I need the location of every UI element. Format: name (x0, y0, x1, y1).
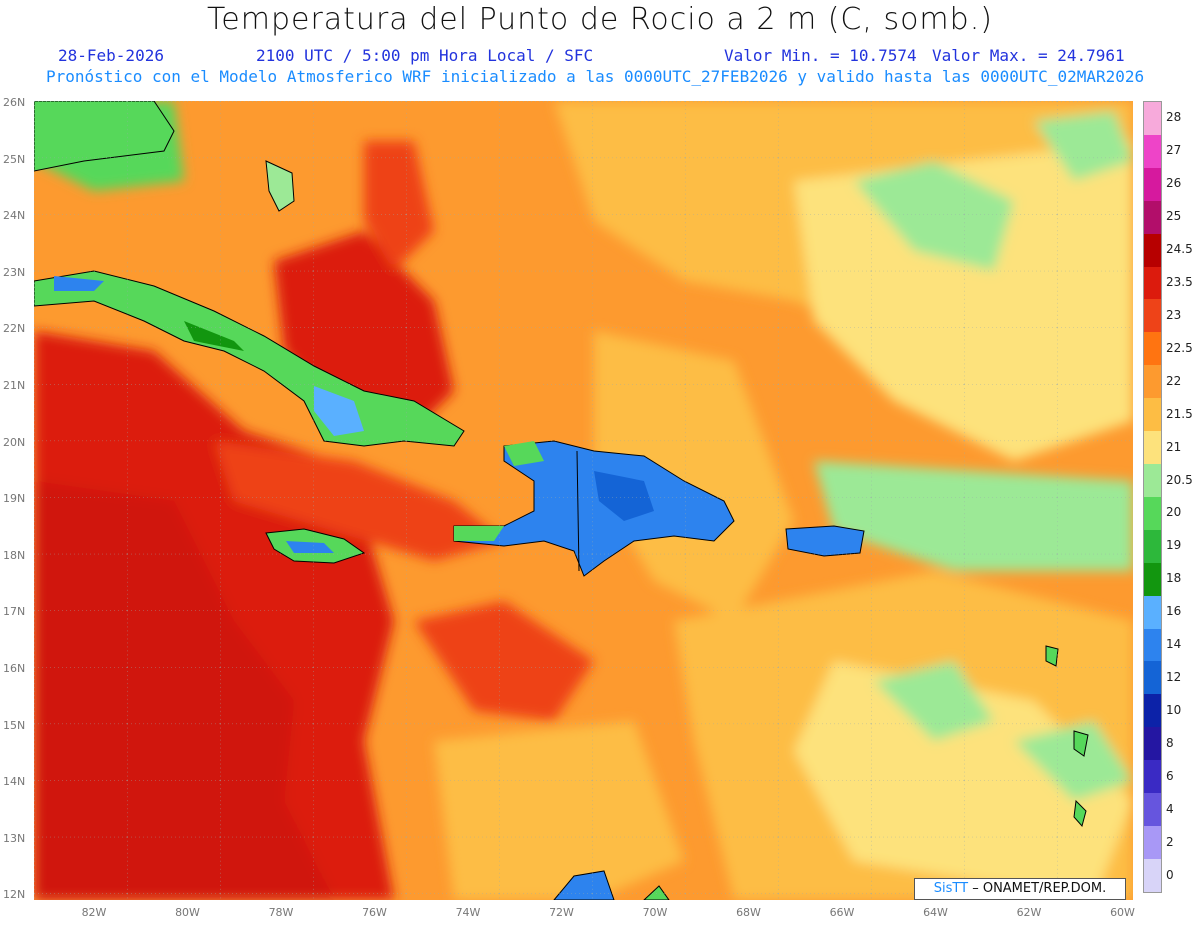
colorbar-segment (1144, 562, 1161, 596)
colorbar-segment (1144, 431, 1161, 464)
lat-label: 18N (3, 548, 26, 562)
colorbar-label: 10 (1166, 702, 1182, 717)
map-canvas (34, 101, 1133, 900)
colorbar-label: 19 (1166, 538, 1182, 553)
lat-label: 26N (3, 96, 26, 109)
colorbar-label: 6 (1166, 768, 1174, 783)
colorbar-segment (1144, 496, 1161, 530)
colorbar-label: 28 (1166, 110, 1182, 125)
lat-label: 20N (3, 435, 26, 449)
lat-label: 14N (3, 775, 26, 789)
credit-box: SisTT – ONAMET/REP.DOM. (914, 878, 1126, 900)
colorbar-label: 18 (1166, 571, 1182, 586)
colorbar-label: 20.5 (1166, 472, 1193, 487)
colorbar-segment (1144, 233, 1161, 267)
colorbar-segment (1144, 463, 1161, 497)
forecast-date: 28-Feb-2026 (58, 46, 164, 65)
lat-label: 24N (3, 209, 26, 223)
lat-label: 23N (3, 265, 26, 279)
lon-label: 78W (268, 906, 294, 919)
colorbar-label: 22 (1166, 373, 1182, 388)
colorbar-segment (1144, 825, 1161, 859)
model-description: Pronóstico con el Modelo Atmosferico WRF… (46, 67, 1145, 86)
lat-label: 22N (3, 322, 26, 336)
colorbar-segment (1144, 529, 1161, 563)
lon-label: 76W (362, 906, 387, 919)
colorbar-segment (1144, 760, 1161, 794)
colorbar-label: 4 (1166, 801, 1174, 816)
lat-label: 25N (3, 152, 26, 166)
colorbar-segment (1144, 595, 1161, 629)
lat-lon-grid (34, 101, 1133, 900)
colorbar-label: 23 (1166, 307, 1182, 322)
lat-label: 17N (3, 605, 26, 619)
colorbar-label: 27 (1166, 143, 1182, 158)
lon-label: 80W (175, 906, 200, 919)
colorbar-label: 8 (1166, 735, 1174, 750)
colorbar-segment (1144, 134, 1161, 168)
map-title: Temperatura del Punto de Rocio a 2 m (C,… (207, 2, 993, 37)
lon-label: 62W (1016, 906, 1042, 919)
colorbar-label: 14 (1166, 637, 1182, 652)
colorbar (1143, 101, 1162, 893)
lat-label: 19N (3, 492, 26, 506)
colorbar-label: 25 (1166, 209, 1182, 224)
lon-label: 68W (736, 906, 761, 919)
lat-label: 13N (3, 831, 26, 845)
lon-label: 66W (829, 906, 855, 919)
colorbar-segment (1144, 694, 1161, 728)
colorbar-label: 21 (1166, 439, 1182, 454)
lat-label: 21N (3, 379, 26, 392)
lon-label: 74W (455, 906, 481, 919)
colorbar-segment (1144, 727, 1161, 761)
sistt-logo: SisTT (933, 881, 969, 896)
max-value: Valor Max. = 24.7961 (932, 46, 1125, 65)
colorbar-label: 16 (1166, 604, 1182, 619)
colorbar-label: 21.5 (1166, 406, 1193, 421)
forecast-time: 2100 UTC / 5:00 pm Hora Local / SFC (256, 46, 594, 65)
colorbar-segment (1144, 628, 1161, 662)
colorbar-label: 0 (1166, 867, 1174, 882)
credit-text: – ONAMET/REP.DOM. (972, 881, 1107, 896)
colorbar-label: 23.5 (1166, 275, 1193, 290)
colorbar-label: 20 (1166, 505, 1182, 520)
lon-label: 70W (642, 906, 668, 919)
colorbar-segment (1144, 793, 1161, 826)
colorbar-segment (1144, 858, 1161, 892)
colorbar-label: 24.5 (1166, 242, 1193, 257)
min-value: Valor Min. = 10.7574 (724, 46, 917, 65)
lon-label: 60W (1110, 906, 1135, 919)
dewpoint-map (34, 101, 1133, 900)
colorbar-segment (1144, 200, 1161, 234)
colorbar-label: 26 (1166, 176, 1182, 191)
lat-label: 15N (3, 718, 26, 732)
lon-label: 64W (923, 906, 948, 919)
lat-label: 16N (3, 662, 26, 675)
colorbar-segment (1144, 332, 1161, 366)
colorbar-label: 2 (1166, 834, 1174, 849)
colorbar-segment (1144, 266, 1161, 300)
colorbar-segment (1144, 299, 1161, 333)
lon-label: 82W (81, 906, 107, 919)
colorbar-segment (1144, 102, 1161, 135)
colorbar-segment (1144, 365, 1161, 399)
colorbar-segment (1144, 167, 1161, 201)
lon-label: 72W (549, 906, 574, 919)
colorbar-label: 12 (1166, 670, 1182, 685)
colorbar-segment (1144, 661, 1161, 695)
colorbar-label: 22.5 (1166, 340, 1193, 355)
lat-label: 12N (3, 888, 26, 902)
colorbar-segment (1144, 398, 1161, 432)
